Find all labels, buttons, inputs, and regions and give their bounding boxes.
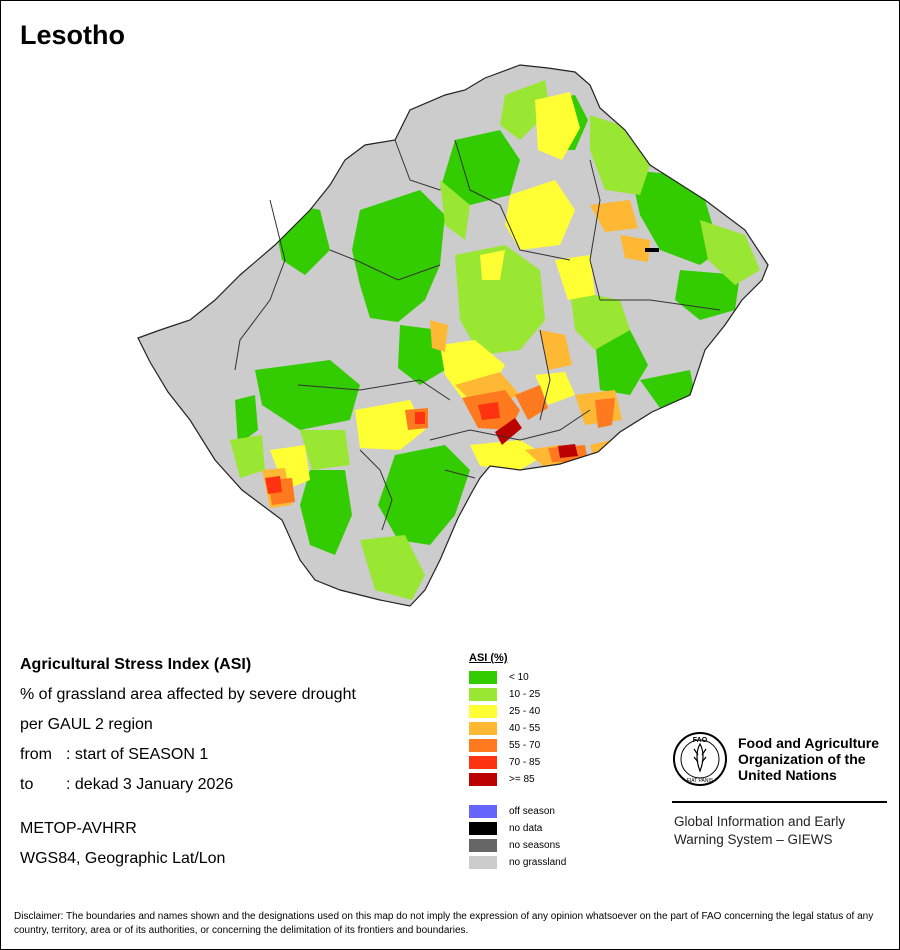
- legend-special-item: no seasons: [469, 837, 566, 854]
- period-from: from : start of SEASON 1: [20, 746, 356, 764]
- legend-class-item: 40 - 55: [469, 720, 566, 737]
- fao-name: Food and Agriculture Organization of the…: [738, 735, 880, 783]
- legend-class-item: >= 85: [469, 771, 566, 788]
- legend-title: ASI (%): [469, 652, 508, 664]
- to-label: to: [20, 776, 34, 793]
- legend-class-swatch: [469, 722, 497, 735]
- legend-special-swatch: [469, 856, 497, 869]
- legend-class-swatch: [469, 671, 497, 684]
- projection: WGS84, Geographic Lat/Lon: [20, 850, 226, 867]
- period-to: to : dekad 3 January 2026: [20, 776, 356, 794]
- legend-special-label: no seasons: [509, 840, 561, 851]
- legend-class-label: < 10: [509, 672, 529, 683]
- legend-special-item: no grassland: [469, 854, 566, 871]
- legend-special-swatch: [469, 839, 497, 852]
- legend-class-swatch: [469, 756, 497, 769]
- legend-class-label: 40 - 55: [509, 723, 541, 734]
- legend-class-swatch: [469, 739, 497, 752]
- legend-class-label: 10 - 25: [509, 689, 541, 700]
- legend-class-swatch: [469, 705, 497, 718]
- legend-special-label: no data: [509, 823, 543, 834]
- region-level: per GAUL 2 region: [20, 716, 153, 733]
- from-value: : start of SEASON 1: [66, 746, 209, 763]
- legend-class-label: 55 - 70: [509, 740, 541, 751]
- legend-class-label: 70 - 85: [509, 757, 541, 768]
- legend-special-label: off season: [509, 806, 555, 817]
- class-gte85-patches: [495, 418, 578, 458]
- legend-class-label: >= 85: [509, 774, 535, 785]
- lesotho-map: [137, 64, 769, 607]
- legend-class-item: 70 - 85: [469, 754, 566, 771]
- legend-class-item: 25 - 40: [469, 703, 566, 720]
- legend-class-item: 55 - 70: [469, 737, 566, 754]
- country-base: [138, 65, 768, 606]
- disclaimer: Disclaimer: The boundaries and names sho…: [14, 911, 874, 936]
- legend-class-item: < 10: [469, 669, 566, 686]
- class-10-25-patches: [230, 80, 760, 600]
- no-data-patches: [645, 248, 659, 252]
- legend-class-label: 25 - 40: [509, 706, 541, 717]
- legend-special-item: off season: [469, 803, 566, 820]
- legend-special-swatch: [469, 822, 497, 835]
- giews-name: Global Information and Early Warning Sys…: [674, 814, 846, 847]
- legend-special-swatch: [469, 805, 497, 818]
- class-70-85-patches: [265, 402, 500, 494]
- index-name: Agricultural Stress Index (ASI): [20, 656, 252, 673]
- index-description: % of grassland area affected by severe d…: [20, 686, 356, 703]
- legend-class-item: 10 - 25: [469, 686, 566, 703]
- map-title: Lesotho: [20, 20, 125, 50]
- map-legend: ASI (%) < 10 10 - 25 25 - 40 40 - 55 55 - 70…: [469, 652, 566, 871]
- fao-logo-text: FAO: [693, 737, 708, 744]
- legend-class-swatch: [469, 688, 497, 701]
- class-55-70-patches: [268, 385, 615, 505]
- legend-special-item: no data: [469, 820, 566, 837]
- to-value: : dekad 3 January 2026: [66, 776, 234, 793]
- fao-logo: FAO FIAT PANIS: [673, 732, 727, 786]
- fao-logo-motto: FIAT PANIS: [687, 778, 714, 784]
- map-info: Agricultural Stress Index (ASI) % of gra…: [20, 656, 356, 880]
- from-label: from: [20, 746, 52, 763]
- district-boundaries: [234, 139, 721, 531]
- fao-divider: [672, 801, 887, 803]
- legend-special-label: no grassland: [509, 857, 567, 868]
- sensor: METOP-AVHRR: [20, 820, 137, 837]
- class-25-40-patches: [270, 92, 595, 490]
- asi-patches: [230, 80, 760, 600]
- legend-class-swatch: [469, 773, 497, 786]
